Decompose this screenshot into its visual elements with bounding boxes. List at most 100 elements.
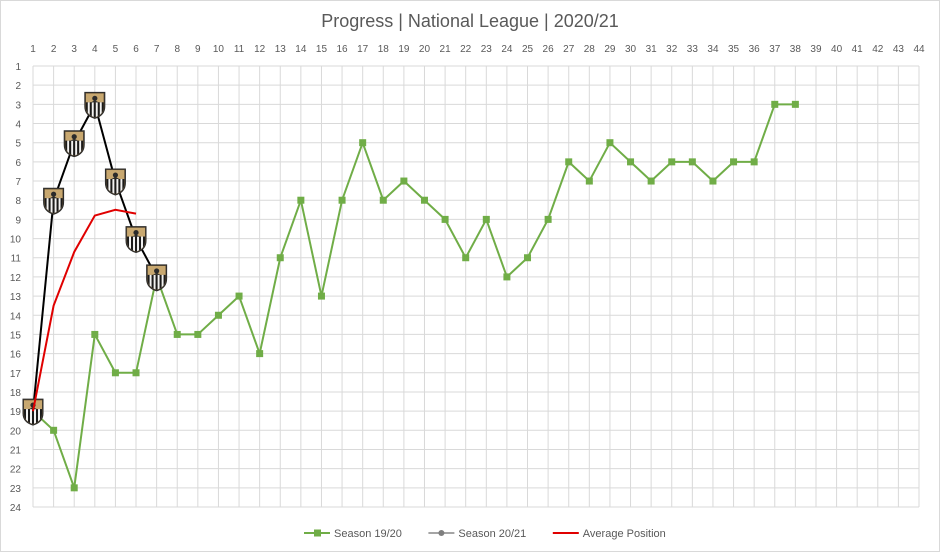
grid-lines — [32, 65, 920, 508]
data-point — [235, 292, 243, 300]
y-tick-label: 5 — [15, 139, 21, 150]
data-point — [482, 215, 490, 223]
legend-label: Season 19/20 — [334, 528, 402, 540]
x-tick-label: 41 — [852, 44, 864, 55]
data-point — [111, 369, 119, 377]
y-tick-label: 17 — [10, 369, 22, 380]
data-point — [709, 177, 717, 185]
y-tick-label: 9 — [15, 215, 21, 226]
series-line — [32, 208, 137, 412]
data-point — [420, 196, 428, 204]
legend-label: Average Position — [583, 528, 666, 540]
data-point — [194, 330, 202, 338]
x-tick-label: 39 — [810, 44, 822, 55]
data-point — [647, 177, 655, 185]
data-point — [750, 158, 758, 166]
club-badge-icon — [104, 168, 126, 196]
data-point — [276, 254, 284, 262]
data-point — [338, 196, 346, 204]
data-point — [50, 426, 58, 434]
y-tick-label: 6 — [15, 158, 21, 169]
x-tick-label: 18 — [378, 44, 390, 55]
x-tick-label: 35 — [728, 44, 740, 55]
data-point — [503, 273, 511, 281]
x-tick-label: 44 — [913, 44, 925, 55]
y-tick-label: 13 — [10, 292, 22, 303]
legend-marker — [438, 530, 445, 536]
club-badge-icon — [43, 187, 65, 215]
data-point — [524, 254, 532, 262]
club-badge-icon — [146, 264, 168, 292]
x-tick-label: 8 — [174, 44, 180, 55]
y-tick-label: 22 — [10, 465, 22, 476]
x-tick-label: 28 — [584, 44, 596, 55]
y-tick-label: 12 — [10, 273, 22, 284]
x-tick-label: 4 — [92, 44, 98, 55]
data-point — [688, 158, 696, 166]
x-tick-label: 40 — [831, 44, 843, 55]
x-tick-label: 30 — [625, 44, 637, 55]
data-point — [791, 100, 799, 108]
club-badge-icon — [84, 91, 106, 119]
x-tick-label: 38 — [790, 44, 802, 55]
x-tick-label: 34 — [707, 44, 719, 55]
legend-marker — [314, 529, 321, 537]
y-tick-label: 21 — [10, 445, 22, 456]
club-badge-icon — [63, 130, 85, 158]
data-point — [214, 311, 222, 319]
data-point — [359, 139, 367, 147]
series-layer — [22, 91, 799, 492]
data-point — [585, 177, 593, 185]
x-tick-label: 16 — [337, 44, 349, 55]
data-point — [565, 158, 573, 166]
x-tick-label: 27 — [563, 44, 575, 55]
x-tick-label: 19 — [398, 44, 410, 55]
x-tick-label: 10 — [213, 44, 225, 55]
x-tick-label: 3 — [71, 44, 77, 55]
x-tick-label: 32 — [666, 44, 678, 55]
y-tick-label: 11 — [11, 254, 22, 265]
y-tick-label: 16 — [10, 350, 22, 361]
series-2 — [32, 208, 137, 412]
x-tick-label: 7 — [154, 44, 160, 55]
data-point — [627, 158, 635, 166]
x-tick-label: 6 — [133, 44, 139, 55]
data-point — [256, 350, 264, 358]
data-point — [544, 215, 552, 223]
x-tick-label: 21 — [440, 44, 452, 55]
y-tick-label: 7 — [15, 177, 21, 188]
series-1 — [22, 91, 168, 426]
data-point — [132, 369, 140, 377]
data-point — [379, 196, 387, 204]
x-tick-label: 25 — [522, 44, 534, 55]
data-point — [400, 177, 408, 185]
y-tick-label: 14 — [10, 311, 22, 322]
legend-label: Season 20/21 — [458, 528, 526, 540]
x-tick-label: 29 — [604, 44, 616, 55]
y-tick-label: 24 — [10, 503, 22, 514]
legend: Season 19/20 Season 20/21 Average Position — [304, 528, 666, 540]
data-point — [730, 158, 738, 166]
data-point — [606, 139, 614, 147]
x-tick-label: 1 — [30, 44, 36, 55]
club-badge-icon — [22, 398, 44, 426]
x-tick-label: 26 — [543, 44, 555, 55]
data-point — [91, 330, 99, 338]
y-tick-label: 4 — [15, 120, 21, 131]
x-tick-label: 33 — [687, 44, 699, 55]
x-tick-label: 15 — [316, 44, 328, 55]
x-tick-label: 9 — [195, 44, 201, 55]
data-point — [771, 100, 779, 108]
y-tick-label: 10 — [10, 235, 22, 246]
x-tick-label: 24 — [501, 44, 513, 55]
y-tick-label: 20 — [10, 426, 22, 437]
chart-title: Progress | National League | 2020/21 — [321, 11, 619, 31]
data-point — [297, 196, 305, 204]
data-point — [173, 330, 181, 338]
y-tick-label: 23 — [10, 484, 22, 495]
legend-item: Season 20/21 — [428, 528, 526, 540]
x-tick-label: 12 — [254, 44, 266, 55]
data-point — [317, 292, 325, 300]
